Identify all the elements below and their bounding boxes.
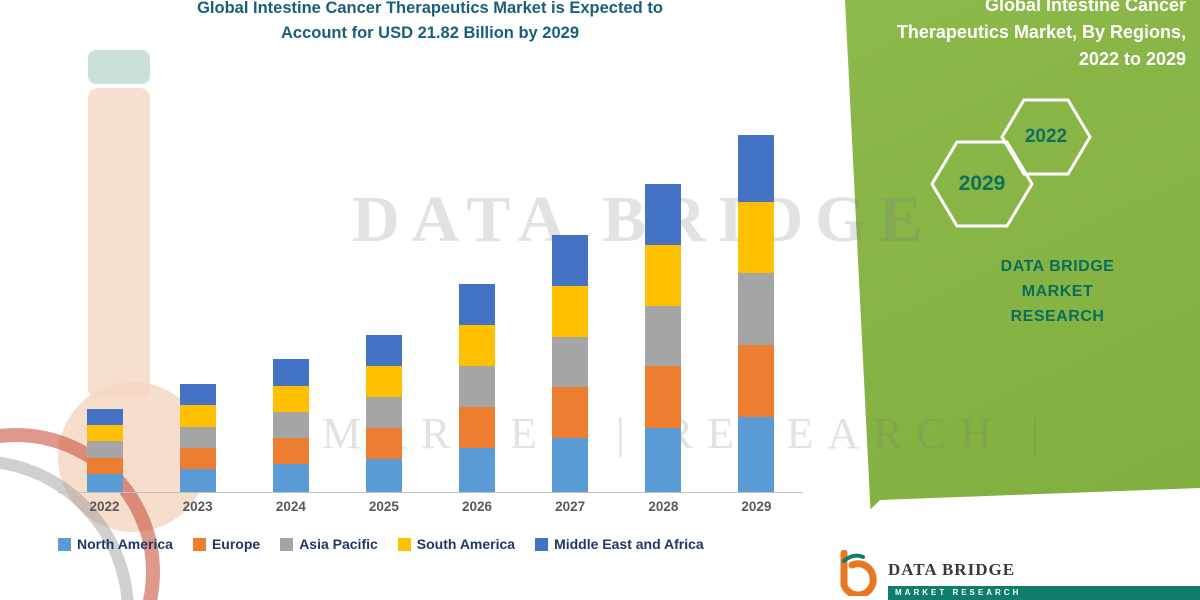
- bar-segment: [179, 447, 216, 470]
- x-axis-label: 2028: [648, 499, 679, 514]
- bar-segment: [552, 387, 589, 438]
- bar-segment: [552, 235, 589, 286]
- legend-swatch: [192, 537, 206, 551]
- x-axis-label: 2027: [555, 499, 586, 514]
- bar-segment: [738, 272, 775, 345]
- legend-item: Asia Pacific: [280, 536, 378, 552]
- x-axis-label: 2023: [182, 499, 213, 514]
- chart-title-line2: Account for USD 21.82 Billion by 2029: [281, 24, 579, 42]
- bar-segment: [645, 305, 682, 366]
- bar-segment: [738, 135, 775, 203]
- bar-segment: [738, 202, 775, 273]
- bar-segment: [459, 366, 496, 407]
- bar-segment: [645, 245, 682, 306]
- legend-label: Middle East and Africa: [554, 536, 704, 552]
- legend-swatch: [58, 537, 71, 551]
- x-axis-label: 2022: [89, 499, 120, 514]
- bar-segment: [645, 366, 682, 429]
- bar-segment: [179, 469, 216, 492]
- bar-segment: [365, 334, 402, 366]
- bar-segment: [86, 457, 123, 474]
- bar-segment: [365, 366, 402, 398]
- x-axis-labels: 2022 2023 2024 2025 2026 2027 2028 2029: [58, 499, 803, 519]
- bar-segment: [365, 428, 402, 460]
- bar-segment: [179, 426, 216, 448]
- bar-segment: [738, 344, 775, 417]
- bar-segment: [86, 424, 123, 442]
- x-axis-label: 2025: [368, 499, 399, 514]
- legend-item: South America: [397, 536, 516, 552]
- bar-segment: [459, 406, 496, 448]
- x-axis-label: 2029: [741, 499, 772, 514]
- x-axis-label: 2026: [462, 499, 493, 514]
- footer-logo: DATA BRIDGE MARKET RESEARCH: [838, 548, 1200, 600]
- bar-segment: [179, 384, 216, 406]
- legend-swatch: [397, 537, 411, 551]
- bar-segment: [86, 441, 123, 458]
- legend-label: Europe: [211, 536, 261, 552]
- legend-item: Europe: [192, 536, 261, 552]
- bar-segment: [645, 428, 682, 492]
- bar-segment: [272, 359, 309, 386]
- bar-segment: [365, 459, 402, 492]
- bar-segment: [365, 397, 402, 429]
- bar-segment: [738, 416, 775, 492]
- footer-logo-tagline-bar: MARKET RESEARCH: [888, 586, 1200, 600]
- databridge-swoosh-icon: [840, 550, 877, 596]
- legend-item: Middle East and Africa: [535, 536, 704, 552]
- legend-item: North America: [58, 536, 173, 552]
- legend-label: Asia Pacific: [299, 536, 378, 552]
- bar-segment: [459, 284, 496, 326]
- bar-segment: [272, 464, 309, 492]
- bar-segment: [552, 336, 589, 388]
- bar-segment: [645, 184, 682, 245]
- chart-title: Global Intestine Cancer Therapeutics Mar…: [60, 0, 800, 46]
- chart-legend: North America Europe Asia Pacific South Ame…: [58, 536, 798, 552]
- bar-segment: [272, 385, 309, 412]
- bar-segment: [552, 285, 589, 337]
- bar-segment: [86, 408, 123, 425]
- plot-area: [58, 132, 803, 493]
- legend-swatch: [535, 537, 549, 551]
- bar-segment: [272, 411, 309, 438]
- bar-segment: [459, 325, 496, 366]
- bar-segment: [179, 405, 216, 427]
- footer-logo-wordmark: DATA BRIDGE: [888, 560, 1016, 579]
- legend-label: North America: [77, 536, 173, 552]
- chart-title-line1: Global Intestine Cancer Therapeutics Mar…: [197, 0, 663, 17]
- bar-segment: [272, 438, 309, 465]
- bar-segment: [459, 447, 496, 492]
- legend-swatch: [280, 537, 294, 551]
- legend-label: South America: [416, 536, 516, 552]
- bar-segment: [552, 438, 589, 492]
- bar-segment: [86, 474, 123, 492]
- x-axis-label: 2024: [275, 499, 306, 514]
